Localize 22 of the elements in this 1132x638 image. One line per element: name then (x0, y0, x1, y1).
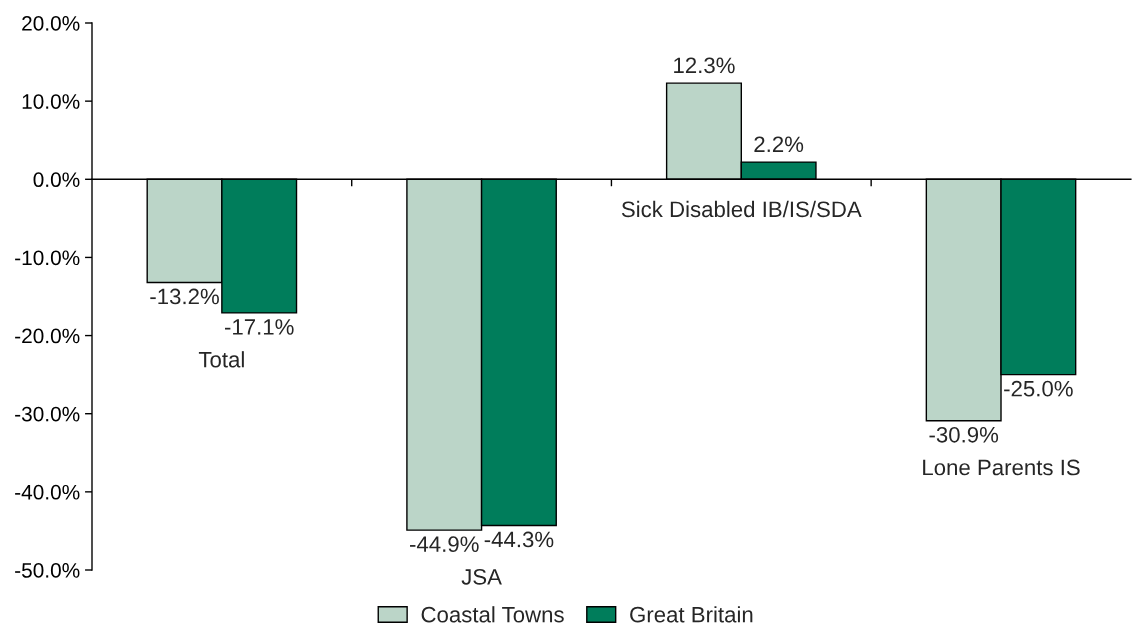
y-tick-label: 10.0% (22, 94, 80, 109)
y-tick-label: -50.0% (15, 563, 80, 578)
y-tick-label: 20.0% (22, 16, 80, 31)
data-label: -17.1% (224, 319, 294, 335)
x-tick-label: Lone Parents IS (923, 459, 1080, 476)
y-tick-label: -10.0% (15, 250, 80, 266)
data-label: -13.2% (150, 288, 219, 305)
data-label: -44.9% (410, 536, 479, 553)
legend-label: Great Britain (630, 606, 753, 623)
x-tick-label: Total (198, 351, 244, 368)
data-label: 12.3% (674, 57, 735, 74)
data-label: 2.2% (754, 136, 804, 153)
x-tick-label: Sick Disabled IB/IS/SDA (621, 200, 862, 218)
y-tick-label: -40.0% (15, 484, 80, 500)
data-label: -25.0% (1004, 380, 1073, 397)
y-tick-label: 0.0% (33, 172, 80, 188)
x-tick-label: JSA (461, 568, 502, 585)
legend-label: Coastal Towns (421, 606, 564, 623)
y-tick-label: -20.0% (15, 328, 80, 344)
data-label: -30.9% (929, 426, 999, 443)
data-label: -44.3% (484, 531, 554, 548)
y-tick-label: -30.0% (15, 406, 80, 422)
